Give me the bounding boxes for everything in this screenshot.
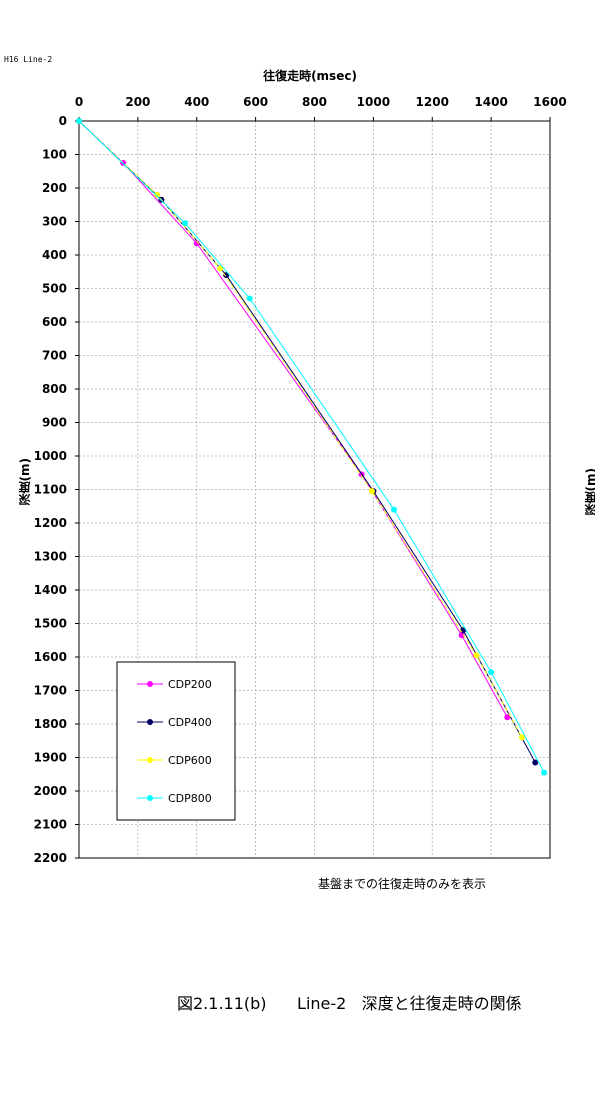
y-tick-label: 2100 (34, 818, 67, 832)
data-point (246, 295, 253, 302)
data-point (458, 632, 465, 639)
legend-label: CDP600 (168, 754, 212, 767)
series-cdp600 (76, 118, 526, 741)
y-tick-label: 1100 (34, 483, 67, 497)
data-point (390, 506, 397, 513)
series-line (78, 120, 545, 773)
y-tick-labels: 0 100 200 300 400 500 600 700 800 900 1000 1100 1200… (34, 114, 79, 865)
legend-marker (147, 757, 153, 763)
x-tick-label: 1000 (357, 95, 390, 109)
data-point (76, 118, 82, 124)
y-tick-label: 800 (42, 382, 67, 396)
x-tick-label: 1200 (416, 95, 449, 109)
legend-marker (147, 681, 153, 687)
data-point (541, 769, 548, 776)
line-tag: H16 Line-2 (4, 55, 53, 64)
data-point (181, 220, 188, 227)
x-tick-label: 200 (125, 95, 150, 109)
y-tick-label: 1600 (34, 650, 67, 664)
series-group (76, 118, 548, 776)
series-cdp200 (76, 118, 511, 721)
grid (79, 121, 550, 858)
data-point (519, 734, 526, 741)
y-tick-label: 300 (42, 215, 67, 229)
figure-caption: 図2.1.11(b) Line-2 深度と往復走時の関係 (177, 994, 522, 1013)
legend: CDP200 CDP400 CDP600 CDP800 (116, 661, 236, 821)
y-tick-label: 1300 (34, 550, 67, 564)
y-tick-label: 1400 (34, 583, 67, 597)
x-tick-label: 1400 (474, 95, 507, 109)
x-tick-label: 600 (243, 95, 268, 109)
y-tick-label: 900 (42, 416, 67, 430)
data-point (504, 714, 511, 721)
y-tick-label: 1500 (34, 617, 67, 631)
y-tick-label: 2200 (34, 851, 67, 865)
x-axis-title: 往復走時(msec) (263, 69, 357, 83)
y-tick-label: 1900 (34, 751, 67, 765)
data-point (217, 265, 224, 272)
x-tick-label: 800 (302, 95, 327, 109)
legend-label: CDP800 (168, 792, 212, 805)
y-tick-label: 2000 (34, 784, 67, 798)
legend-marker (147, 719, 153, 725)
data-point (368, 488, 375, 495)
y-tick-label: 500 (42, 282, 67, 296)
data-point (193, 240, 200, 247)
x-tick-label: 400 (184, 95, 209, 109)
data-point (154, 191, 161, 198)
data-point (473, 652, 480, 659)
y-tick-label: 0 (59, 114, 67, 128)
y-tick-label: 1000 (34, 449, 67, 463)
legend-label: CDP400 (168, 716, 212, 729)
y-tick-label: 200 (42, 181, 67, 195)
data-point (532, 759, 539, 766)
legend-marker (147, 795, 153, 801)
x-tick-label: 1600 (533, 95, 566, 109)
x-tick-label: 0 (75, 95, 83, 109)
y-tick-label: 100 (42, 148, 67, 162)
y-tick-label: 1700 (34, 684, 67, 698)
y-tick-label: 1200 (34, 516, 67, 530)
y-tick-label: 600 (42, 315, 67, 329)
legend-label: CDP200 (168, 678, 212, 691)
series-line (78, 120, 523, 738)
series-line (78, 120, 508, 718)
series-cdp800 (76, 118, 548, 776)
y-tick-label: 400 (42, 248, 67, 262)
x-tick-labels: 0 200 400 600 800 1000 1200 1400 1600 (75, 95, 567, 121)
legend-box (116, 661, 236, 821)
y-tick-label: 1800 (34, 717, 67, 731)
footnote: 基盤までの往復走時のみを表示 (318, 877, 487, 891)
data-point (488, 669, 495, 676)
y-tick-label: 700 (42, 349, 67, 363)
